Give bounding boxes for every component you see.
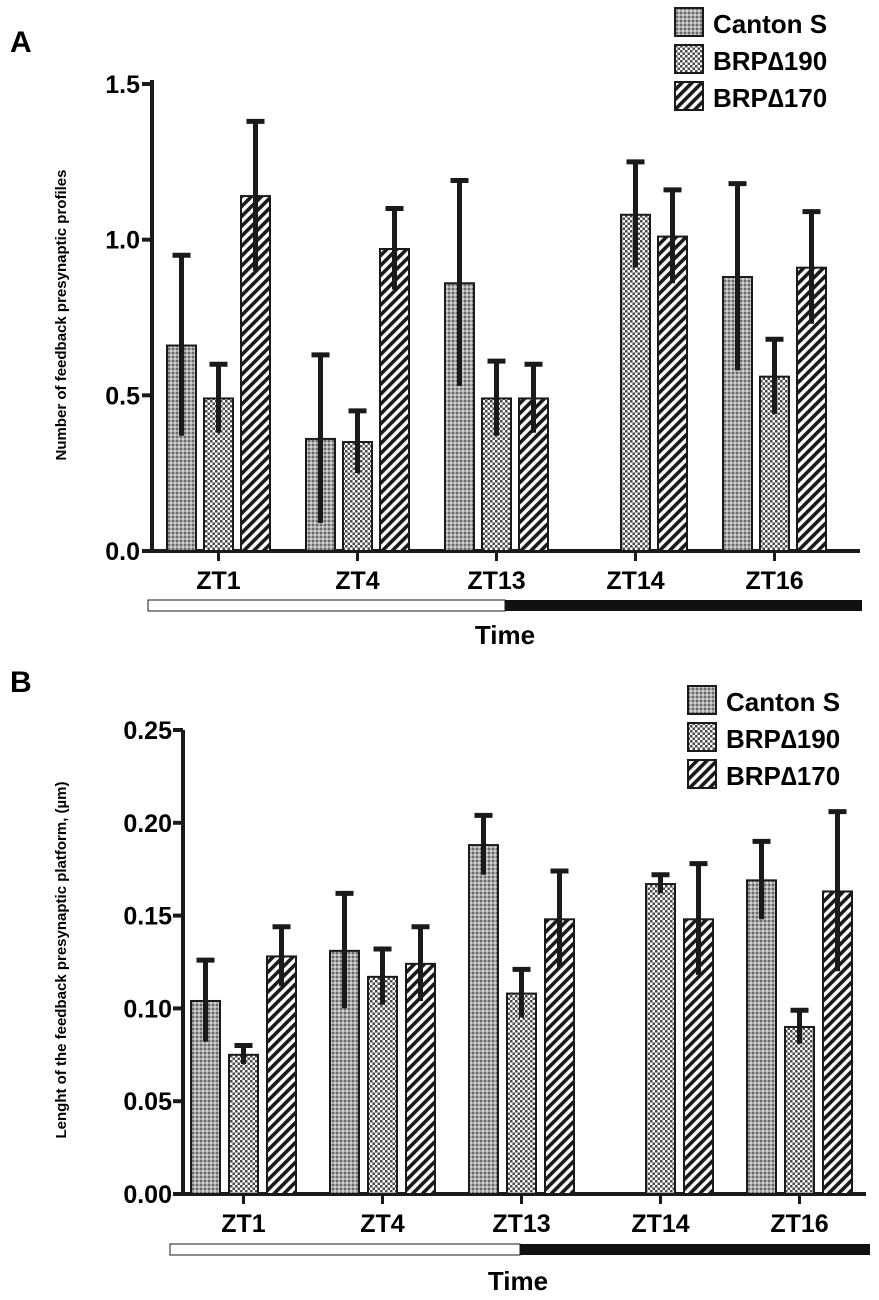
panel-b-y-tick-label: 0.20: [123, 810, 172, 838]
panel-b-y-tick-label: 0.00: [123, 1181, 172, 1209]
panel-b-legend-swatch-2: [687, 759, 717, 789]
panel-b-bar-zt4-s1: [367, 975, 398, 1196]
panel-a-y-axis-label: Number of feedback presynaptic profiles: [53, 170, 70, 461]
panel-b-bars: [190, 809, 853, 1196]
panel-a-bar-zt14-s2: [657, 235, 688, 552]
panel-b-x-axis-label: Time: [488, 1266, 548, 1296]
panel-b-y-axis-label: Lenght of the feedback presynaptic platf…: [53, 781, 70, 1138]
panel-b-y-tick-label: 0.15: [123, 903, 172, 931]
panel-a-legend-swatch-2: [674, 81, 704, 111]
panel-b-legend-swatch-1: [687, 722, 717, 752]
panel-a-x-tick-zt4: ZT4: [335, 567, 380, 595]
panel-a-x-axis-label: Time: [475, 620, 535, 650]
panel-b-bar-zt16-s1: [784, 1025, 815, 1195]
panel-b-x-tick-zt13: ZT13: [492, 1210, 550, 1238]
panel-b-bar-zt1-s2: [266, 955, 297, 1195]
panel-a-y-tick-label: 0.5: [105, 382, 140, 410]
panel-a-legend-swatch-1: [674, 44, 704, 74]
panel-b-legend: Canton S BRP∆190 BRP∆170: [687, 685, 840, 791]
panel-b-y-tick-label: 0.05: [123, 1088, 172, 1116]
panel-a-dark-phase-bar: [505, 600, 862, 611]
panel-a-x-tick-labels: ZT1 ZT4 ZT13 ZT14 ZT16: [196, 551, 804, 595]
panel-a-bar-zt14-s1: [620, 213, 651, 552]
panel-a-legend-label-0: Canton S: [713, 9, 827, 39]
panel-a-y-axis: 0.0 0.5 1.0 1.5: [105, 71, 154, 566]
panel-b-x-tick-zt16: ZT16: [770, 1210, 828, 1238]
panel-b-legend-swatch-0: [687, 685, 717, 715]
panel-a-legend: Canton S BRP∆190 BRP∆170: [674, 7, 827, 113]
panel-b-y-axis: 0.00 0.05 0.10 0.15 0.20 0.25: [123, 717, 185, 1209]
panel-a-bar-zt1-s2: [240, 195, 271, 553]
panel-b-light-dark-bar: [169, 1243, 870, 1256]
panel-a-legend-swatch-0: [674, 7, 704, 37]
panel-b-bar-zt4-s2: [405, 962, 436, 1196]
panel-b-bar-zt16-s0: [746, 879, 777, 1195]
panel-b-legend-label-1: BRP∆190: [726, 724, 840, 754]
panel-a-y-tick-label: 0.0: [105, 538, 140, 566]
panel-b-bar-zt14-s1: [645, 883, 676, 1195]
panel-b-bar-zt1-s1: [228, 1053, 259, 1196]
panel-a-chart: A Number of feedback presynaptic profile…: [10, 7, 862, 650]
panel-a-letter: A: [10, 26, 32, 59]
panel-b-y-tick-label: 0.10: [123, 995, 172, 1023]
panel-b-y-tick-label: 0.25: [123, 717, 172, 745]
panel-a-x-tick-zt1: ZT1: [196, 567, 241, 595]
panel-b-bar-zt13-s1: [506, 992, 537, 1195]
panel-a-x-tick-zt13: ZT13: [467, 567, 525, 595]
panel-b-x-tick-zt14: ZT14: [631, 1210, 689, 1238]
panel-a-light-dark-bar: [147, 599, 862, 612]
panel-a-x-tick-zt16: ZT16: [745, 567, 803, 595]
panel-a-bars: [166, 118, 827, 553]
panel-a-y-tick-label: 1.0: [105, 227, 140, 255]
panel-b-x-tick-zt1: ZT1: [221, 1210, 266, 1238]
panel-b-legend-label-2: BRP∆170: [726, 761, 840, 791]
panel-a-bar-zt4-s2: [379, 248, 410, 553]
panel-a-light-phase-bar: [147, 599, 506, 612]
panel-a-legend-label-2: BRP∆170: [713, 83, 827, 113]
panel-a-legend-label-1: BRP∆190: [713, 46, 827, 76]
panel-b-letter: B: [10, 666, 32, 699]
panel-b-legend-label-0: Canton S: [726, 687, 840, 717]
panel-b-bar-zt13-s0: [468, 844, 499, 1196]
panel-a-y-tick-label: 1.5: [105, 71, 140, 99]
panel-b-x-tick-zt4: ZT4: [360, 1210, 405, 1238]
panel-b-chart: B Lenght of the feedback presynaptic pla…: [10, 666, 870, 1296]
panel-b-dark-phase-bar: [520, 1244, 870, 1255]
panel-b-x-tick-labels: ZT1 ZT4 ZT13 ZT14 ZT16: [221, 1194, 829, 1238]
panel-b-light-phase-bar: [169, 1243, 521, 1256]
panel-a-x-tick-zt14: ZT14: [606, 567, 664, 595]
